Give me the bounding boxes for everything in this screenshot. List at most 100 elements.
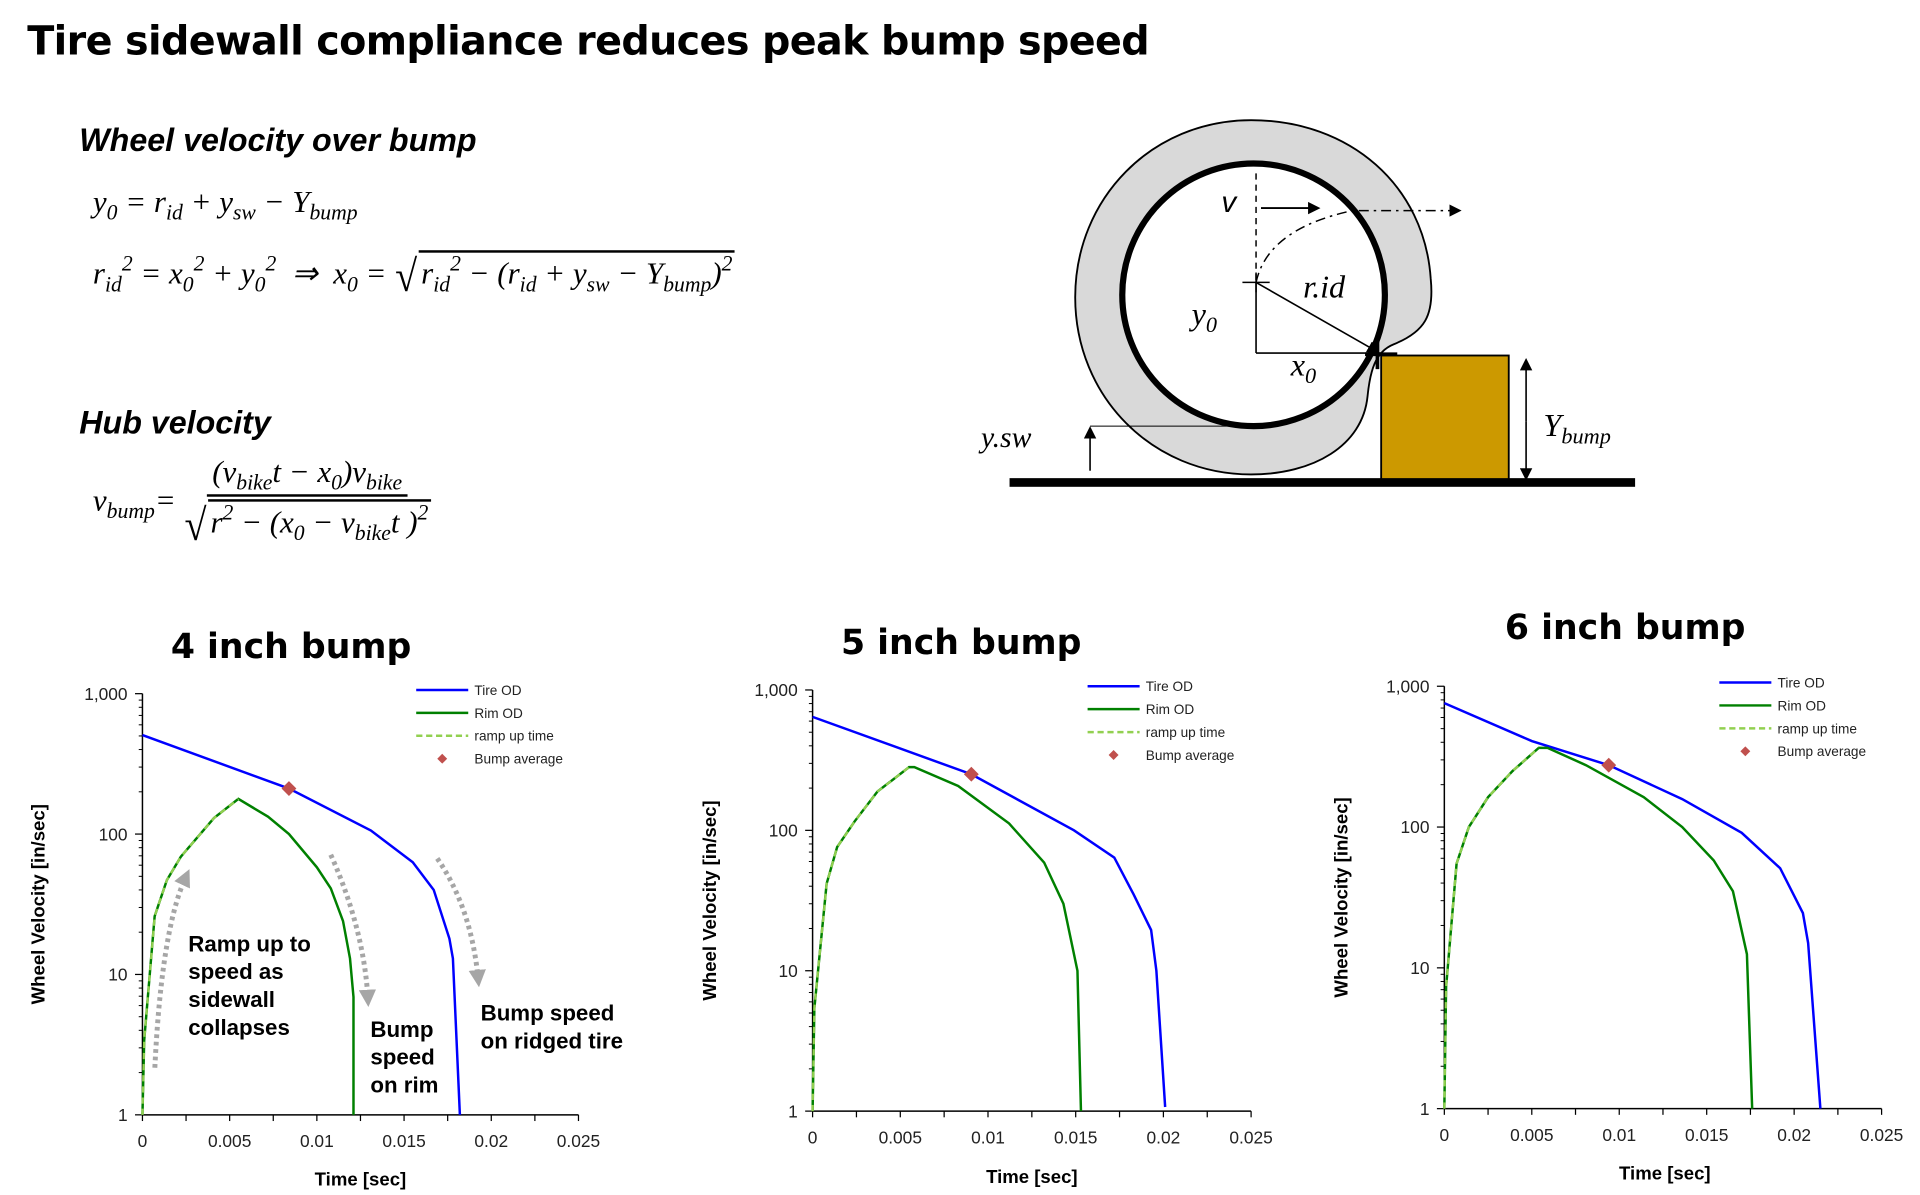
annotation-text: Bump	[370, 1017, 433, 1042]
series-tire-od	[1443, 701, 1822, 1109]
ybump-sub: bump	[1561, 423, 1611, 448]
equation-vbump-lhs: vbump=	[92, 484, 176, 524]
x-tick-label: 0.015	[1054, 1127, 1097, 1147]
ground	[1009, 478, 1636, 487]
bump-block	[1380, 354, 1510, 481]
x-tick-label: 0.01	[300, 1131, 334, 1151]
y-tick-label: 10	[1410, 958, 1429, 978]
x-tick-label: 0.02	[1777, 1125, 1811, 1145]
y-axis-label: Wheel Velocity [in/sec]	[699, 800, 720, 1000]
equation-vbump: vbump= (vbiket − x0)vbike √ r2 − (x0 − vb…	[93, 456, 431, 551]
annotation-text: sidewall	[188, 987, 275, 1012]
legend-label: Tire OD	[474, 683, 521, 698]
legend-label: ramp up time	[474, 729, 553, 744]
tire-bump-diagram: v r.id y0 x0 y.sw Ybump	[978, 119, 1636, 487]
legend-label: Tire OD	[1778, 675, 1825, 690]
series-ramp-up-time	[811, 766, 910, 1112]
equation-vbump-numerator: (vbiket − x0)vbike	[207, 456, 408, 497]
x-tick-label: 0.02	[474, 1131, 508, 1151]
y-tick-label: 1	[788, 1101, 798, 1121]
x-tick-label: 0.015	[1685, 1125, 1728, 1145]
y0-sub: 0	[1206, 312, 1217, 337]
bump-average-marker	[1601, 757, 1617, 773]
bump-average-marker	[281, 781, 297, 796]
legend-label: Rim OD	[474, 706, 523, 721]
chart-3: 6 inch bump 1 10 100 1,000 0 0.005 0.01 0.015 0.0…	[1331, 608, 1904, 1183]
y-tick-label: 10	[778, 961, 797, 981]
x0-main: x	[1290, 346, 1306, 382]
legend-label: Rim OD	[1146, 702, 1195, 717]
x-axis-label: Time [sec]	[986, 1166, 1078, 1187]
legend-label: Tire OD	[1146, 679, 1193, 694]
annotation-text: Bump speed	[481, 1001, 615, 1026]
series-ramp-up-time	[1443, 747, 1540, 1109]
equation-vbump-radicand: r2 − (x0 − vbiket )2	[207, 499, 431, 544]
legend-label: Rim OD	[1778, 698, 1827, 713]
y-tick-label: 100	[1401, 817, 1430, 837]
x-tick-label: 0.025	[1229, 1127, 1272, 1147]
x-tick-label: 0.025	[557, 1131, 600, 1151]
sqrt-sign: √	[395, 251, 418, 302]
equation-y0: y0 = rid + ysw − Ybump	[92, 185, 358, 225]
x-tick-label: 0.005	[1510, 1125, 1553, 1145]
x-tick-label: 0.005	[879, 1127, 922, 1147]
chart-1: 4 inch bump 1 10 100 1,000 0 0.005 0.01 0.015 0.0…	[28, 627, 623, 1190]
annotation-text: collapses	[188, 1015, 290, 1040]
x-tick-label: 0.02	[1147, 1127, 1181, 1147]
y-tick-label: 1	[118, 1105, 128, 1125]
equation-vbump-denominator: √ r2 − (x0 − vbiket )2	[183, 497, 431, 552]
x-tick-label: 0.005	[208, 1131, 251, 1151]
annotation-text: on ridged tire	[481, 1029, 623, 1054]
annotation-text: Ramp up to	[188, 931, 311, 956]
y-axis-label: Wheel Velocity [in/sec]	[28, 804, 49, 1004]
x-tick-label: 0	[1440, 1125, 1450, 1145]
y-tick-label: 1,000	[1386, 676, 1429, 696]
sqrt-sign: √	[184, 500, 207, 550]
bump-average-marker	[963, 766, 979, 782]
x0-sub: 0	[1305, 363, 1316, 388]
radius-arrow	[1255, 281, 1380, 354]
y0-label: y0	[1189, 296, 1217, 337]
y-tick-label: 10	[108, 965, 127, 985]
y-tick-label: 100	[769, 821, 798, 841]
legend-label: Bump average	[474, 752, 563, 767]
legend-label: Bump average	[1778, 744, 1867, 759]
x-tick-label: 0	[138, 1131, 148, 1151]
x-tick-label: 0.015	[382, 1131, 425, 1151]
series-rim-od	[1443, 746, 1754, 1109]
equation-x0-lhs: rid2 = x02 + y02 ⇒ x0 =	[92, 250, 395, 297]
series-tire-od	[142, 733, 462, 1115]
y0-main: y	[1189, 296, 1207, 332]
x-axis-label: Time [sec]	[1619, 1162, 1711, 1183]
section-title-wheel-velocity: Wheel velocity over bump	[79, 121, 477, 159]
series-ramp-up-time	[141, 798, 240, 1115]
chart-title: 6 inch bump	[1505, 608, 1746, 648]
annotation-text: speed as	[188, 959, 283, 984]
series-rim-od	[141, 797, 355, 1115]
y-tick-label: 1,000	[84, 684, 127, 704]
annotation-arrow	[435, 857, 486, 988]
y-axis-label: Wheel Velocity [in/sec]	[1331, 797, 1352, 997]
x-tick-label: 0.025	[1860, 1125, 1903, 1145]
ysw-label: y.sw	[978, 422, 1032, 454]
y-tick-label: 1,000	[754, 680, 797, 700]
fraction: (vbiket − x0)vbike √ r2 − (x0 − vbiket )2	[183, 456, 431, 552]
annotation-text: speed	[370, 1045, 434, 1070]
contact-path-dashdot	[1255, 204, 1462, 283]
ybump-main: Y	[1543, 407, 1564, 443]
y-tick-label: 100	[99, 824, 128, 844]
series-tire-od	[812, 715, 1167, 1108]
y-tick-label: 1	[1420, 1099, 1430, 1119]
annotation-text: on rim	[370, 1073, 438, 1098]
legend-label: Bump average	[1146, 748, 1235, 763]
legend-label: ramp up time	[1146, 725, 1225, 740]
ybump-label: Ybump	[1543, 407, 1610, 448]
equation-x0: rid2 = x02 + y02 ⇒ x0 = √ rid2 − (rid + y…	[92, 250, 736, 302]
rid-label: r.id	[1303, 268, 1346, 304]
series-rim-od	[811, 765, 1083, 1112]
x-tick-label: 0	[808, 1127, 818, 1147]
section-title-hub-velocity: Hub velocity	[79, 403, 271, 441]
legend-marker	[1740, 746, 1751, 757]
